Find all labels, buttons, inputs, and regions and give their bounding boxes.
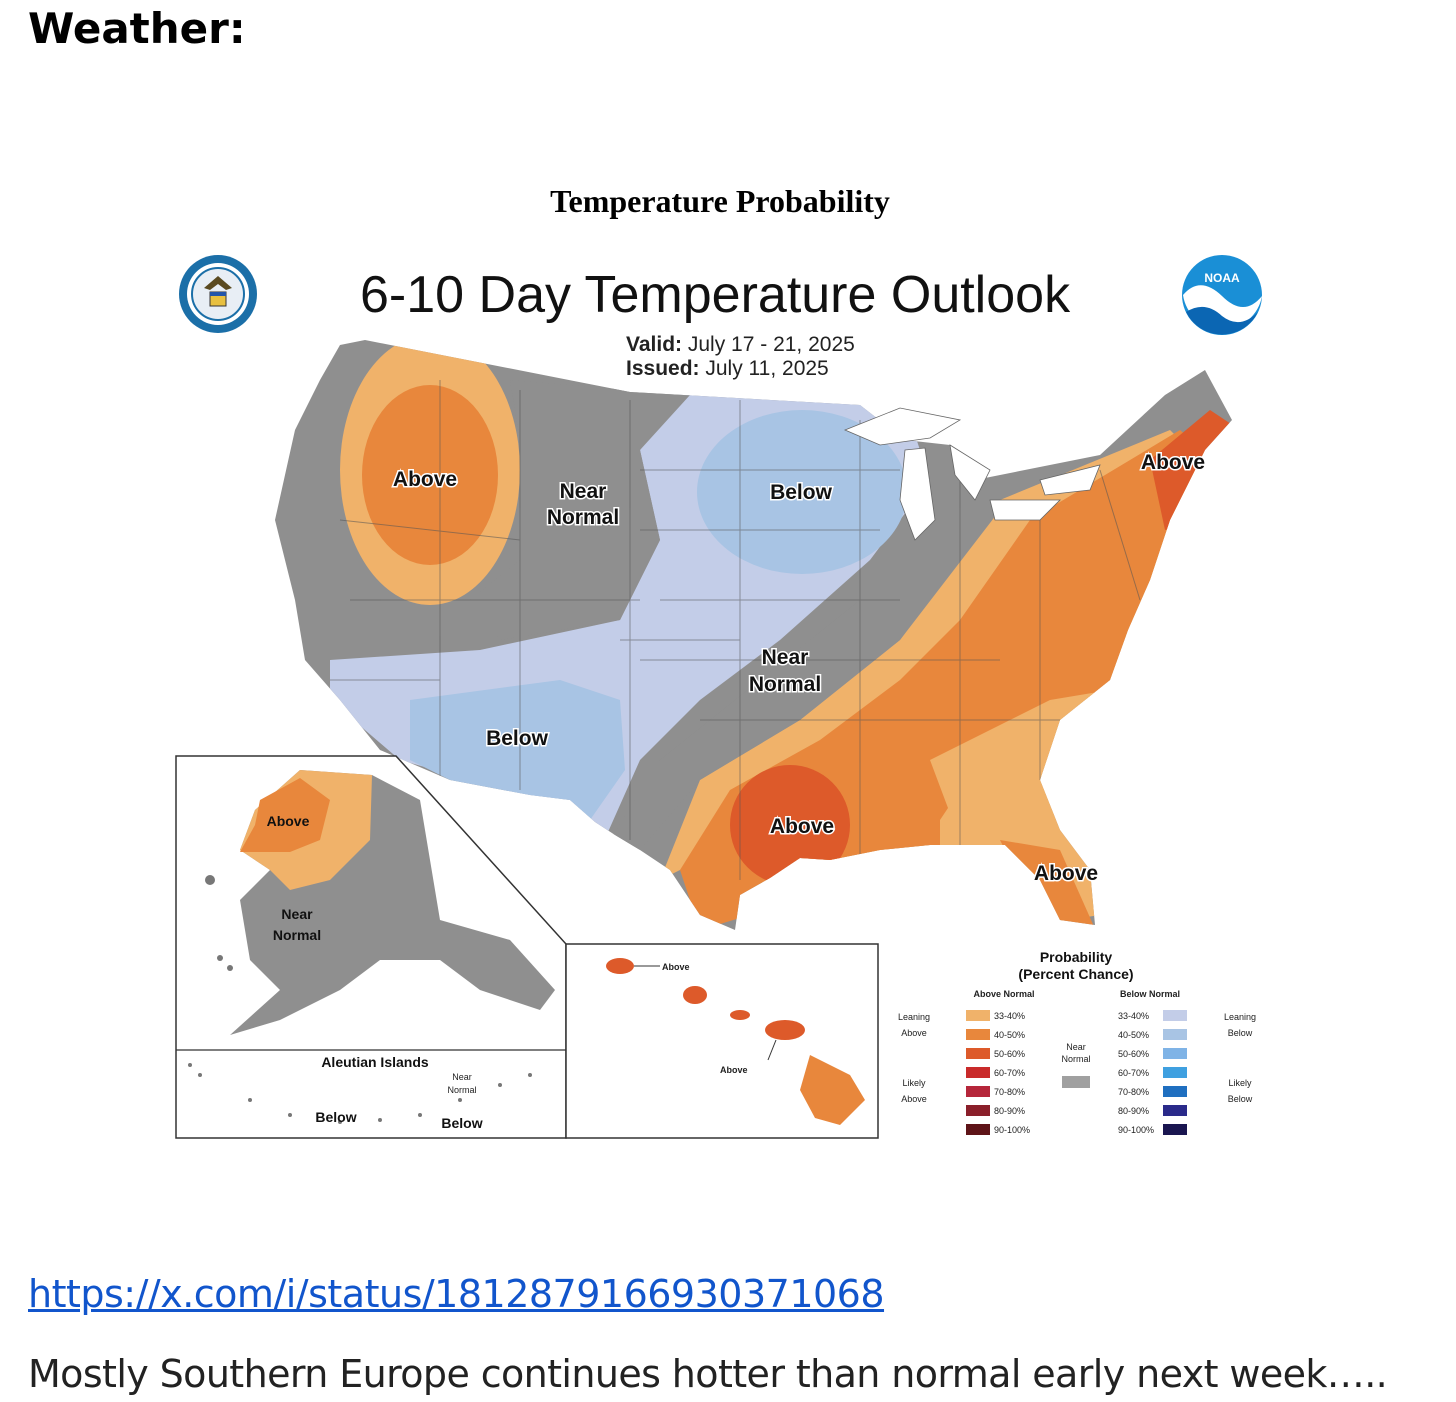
valid-value: July 17 - 21, 2025 xyxy=(687,333,855,356)
map-title: 6-10 Day Temperature Outlook xyxy=(360,266,1071,324)
issued-line: Issued: July 11, 2025 xyxy=(626,357,829,381)
legend-above-swatch xyxy=(966,1067,990,1078)
legend-above-swatch xyxy=(966,1029,990,1040)
svg-text:NOAA: NOAA xyxy=(1204,271,1240,285)
legend-above-bin: 90-100% xyxy=(994,1125,1030,1135)
tweet-link[interactable]: https://x.com/i/status/18128791669303710… xyxy=(28,1272,885,1316)
hawaii-inset: Above Above xyxy=(565,943,879,1139)
legend-above-bin: 60-70% xyxy=(994,1068,1025,1078)
legend-leaning-above-2: Above xyxy=(901,1028,927,1038)
label-alaska-interior-1: Near xyxy=(281,906,313,922)
legend-below-bin: 60-70% xyxy=(1118,1068,1149,1078)
legend-leaning-below-2: Below xyxy=(1228,1028,1253,1038)
legend-above-swatch xyxy=(966,1010,990,1021)
label-northern-plains-2: Normal xyxy=(547,506,619,529)
legend-below-swatch xyxy=(1163,1048,1187,1059)
legend-above-swatch xyxy=(966,1105,990,1116)
label-aleutian-near-2: Normal xyxy=(447,1085,476,1095)
valid-line: Valid: July 17 - 21, 2025 xyxy=(626,333,855,357)
legend-above-bin: 40-50% xyxy=(994,1030,1025,1040)
legend-below-bin: 90-100% xyxy=(1118,1125,1154,1135)
legend-below-swatch xyxy=(1163,1105,1187,1116)
legend-below-swatch xyxy=(1163,1010,1187,1021)
legend-above-bin: 80-90% xyxy=(994,1106,1025,1116)
legend: Probability (Percent Chance) Above Norma… xyxy=(898,949,1256,1135)
legend-likely-above-2: Above xyxy=(901,1094,927,1104)
commerce-seal-icon xyxy=(179,255,257,333)
section-heading: Weather: xyxy=(28,4,246,53)
label-southwest: Below xyxy=(486,727,549,750)
label-aleutian-below-2: Below xyxy=(441,1115,482,1131)
label-central-2: Normal xyxy=(749,673,821,696)
label-hawaii-south: Above xyxy=(720,1065,748,1075)
noaa-logo-icon: NOAA xyxy=(1182,255,1262,335)
legend-below-swatch xyxy=(1163,1124,1187,1135)
issued-label: Issued: xyxy=(626,357,700,380)
legend-below-bin: 40-50% xyxy=(1118,1030,1149,1040)
legend-above-header: Above Normal xyxy=(973,989,1034,999)
legend-above-swatch xyxy=(966,1086,990,1097)
label-alaska-west: Above xyxy=(267,813,310,829)
issued-value: July 11, 2025 xyxy=(705,357,829,380)
legend-title-2: (Percent Chance) xyxy=(1018,966,1133,982)
label-upper-midwest: Below xyxy=(770,481,833,504)
legend-likely-above-1: Likely xyxy=(902,1078,926,1088)
label-northern-plains-1: Near xyxy=(560,480,607,503)
legend-near-1: Near xyxy=(1066,1042,1086,1052)
label-northeast: Above xyxy=(1141,451,1205,474)
legend-below-swatch xyxy=(1163,1067,1187,1078)
legend-below-swatch xyxy=(1163,1086,1187,1097)
label-alaska-interior-2: Normal xyxy=(273,927,321,943)
legend-above-swatch xyxy=(966,1048,990,1059)
label-central-1: Near xyxy=(762,646,809,669)
label-aleutian-below-1: Below xyxy=(315,1109,356,1125)
label-gulf: Above xyxy=(770,815,834,838)
legend-below-bin: 80-90% xyxy=(1118,1106,1149,1116)
legend-leaning-above-1: Leaning xyxy=(898,1012,930,1022)
legend-leaning-below-1: Leaning xyxy=(1224,1012,1256,1022)
label-aleutian-title: Aleutian Islands xyxy=(321,1054,429,1070)
legend-likely-below-1: Likely xyxy=(1228,1078,1252,1088)
legend-above-bin: 50-60% xyxy=(994,1049,1025,1059)
figure-title: Temperature Probability xyxy=(550,183,890,219)
legend-below-bin: 70-80% xyxy=(1118,1087,1149,1097)
legend-title-1: Probability xyxy=(1040,949,1113,965)
legend-above-bin: 33-40% xyxy=(994,1011,1025,1021)
caption: Mostly Southern Europe continues hotter … xyxy=(28,1352,1388,1396)
legend-near-swatch xyxy=(1062,1076,1090,1088)
label-northwest: Above xyxy=(393,468,457,491)
valid-label: Valid: xyxy=(626,333,683,356)
legend-above-swatch xyxy=(966,1124,990,1135)
label-hawaii-north: Above xyxy=(662,962,690,972)
legend-likely-below-2: Below xyxy=(1228,1094,1253,1104)
legend-above-bin: 70-80% xyxy=(994,1087,1025,1097)
legend-below-header: Below Normal xyxy=(1120,989,1180,999)
legend-below-swatch xyxy=(1163,1029,1187,1040)
legend-near-2: Normal xyxy=(1061,1054,1090,1064)
legend-below-bin: 33-40% xyxy=(1118,1011,1149,1021)
legend-below-bin: 50-60% xyxy=(1118,1049,1149,1059)
alaska-inset: Above Near Normal Aleutian Islands Near … xyxy=(175,755,567,1139)
outlook-map: NOAA xyxy=(175,255,1262,1139)
label-florida: Above xyxy=(1034,862,1098,885)
label-aleutian-near-1: Near xyxy=(452,1072,472,1082)
